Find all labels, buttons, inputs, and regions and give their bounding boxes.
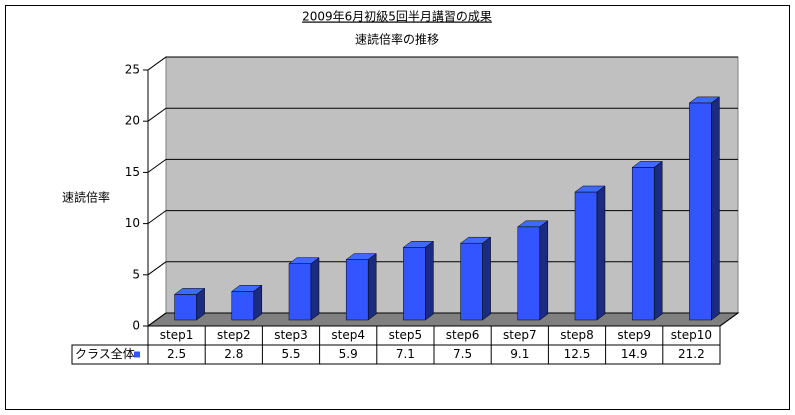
bar-side [367, 253, 377, 321]
bar-side [253, 284, 263, 321]
bar-front [174, 294, 197, 321]
chart-subtitle: 速読倍率の推移 [355, 32, 439, 47]
x-tick-label: step10 [671, 328, 712, 342]
x-tick-label: step4 [331, 328, 365, 342]
y-tick-label: 0 [132, 319, 140, 333]
bar-side [482, 236, 491, 321]
bar-front [288, 263, 312, 321]
bar-front [460, 242, 483, 321]
bar [402, 240, 435, 321]
bar [574, 185, 606, 321]
bar [459, 236, 492, 321]
table-value: 12.5 [564, 347, 591, 361]
grid-line [147, 107, 738, 122]
bar [688, 96, 721, 321]
table-line [719, 312, 739, 327]
grid-line [147, 158, 738, 173]
bar-front [231, 291, 255, 321]
side-wall [147, 56, 167, 327]
bar-side [596, 185, 606, 321]
bar-side [539, 220, 549, 321]
bar-front [689, 102, 712, 321]
x-tick-label: step9 [617, 328, 651, 342]
y-tick-label: 5 [132, 267, 140, 281]
chart-title: 2009年6月初級5回半月講習の成果 [302, 9, 492, 24]
bar [173, 287, 206, 321]
table-value: 5.9 [339, 347, 358, 361]
bar-side [310, 257, 320, 321]
legend-label: クラス全体 [75, 346, 135, 361]
bar-front [403, 247, 426, 321]
table-value: 5.5 [281, 347, 300, 361]
bar [517, 220, 549, 321]
bar-front [574, 191, 598, 321]
x-tick-label: step3 [274, 328, 308, 342]
grid-line [147, 210, 738, 225]
bar-front [631, 167, 655, 321]
bar [345, 253, 377, 321]
table-value: 21.2 [678, 347, 705, 361]
x-tick-label: step5 [389, 328, 423, 342]
table-value: 7.1 [396, 347, 415, 361]
grid-line [147, 56, 738, 71]
x-tick-label: step1 [160, 328, 194, 342]
y-axis-label: 速読倍率 [62, 190, 110, 205]
bar [288, 257, 320, 321]
x-tick-label: step7 [503, 328, 537, 342]
bar-front [345, 259, 369, 321]
table-value: 2.8 [224, 347, 243, 361]
legend-key [134, 351, 140, 358]
table-value: 2.5 [167, 347, 186, 361]
y-tick-label: 20 [125, 114, 140, 128]
table-value: 9.1 [510, 347, 529, 361]
x-tick-label: step6 [446, 328, 480, 342]
bar-side [653, 160, 663, 321]
y-tick-label: 10 [125, 216, 140, 230]
bar-side [711, 96, 720, 321]
bar-side [425, 240, 434, 321]
table-value: 7.5 [453, 347, 472, 361]
bar-front [517, 226, 541, 321]
x-tick-label: step8 [560, 328, 594, 342]
bar [231, 284, 263, 321]
x-tick-label: step2 [217, 328, 251, 342]
table-value: 14.9 [621, 347, 648, 361]
y-tick-label: 15 [125, 165, 140, 179]
y-tick-label: 25 [125, 63, 140, 77]
bar [631, 160, 663, 321]
bar-side [196, 287, 205, 321]
